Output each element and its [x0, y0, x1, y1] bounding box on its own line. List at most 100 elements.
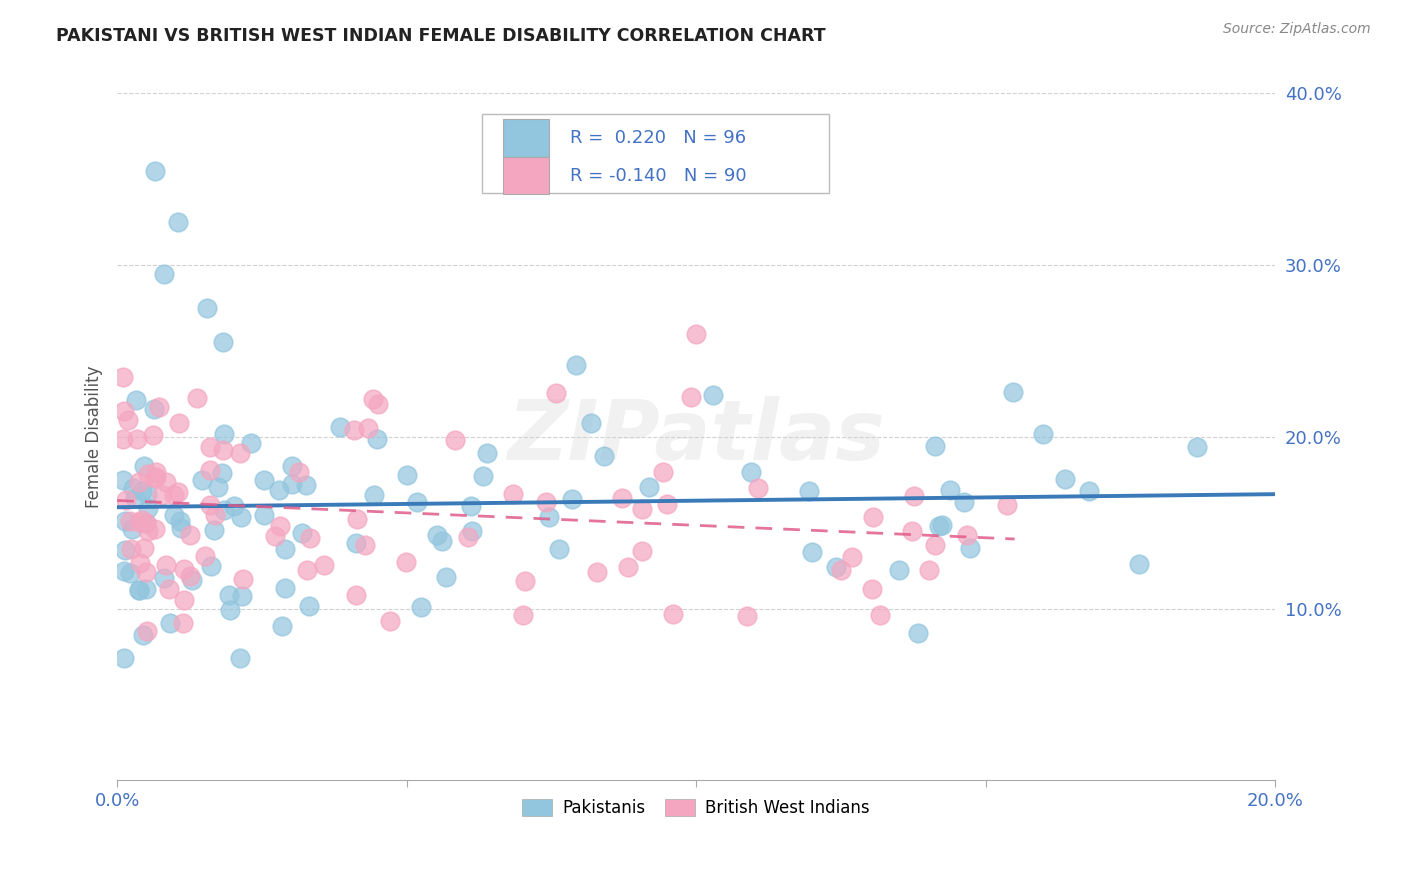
Point — [111, 369, 134, 384]
Point — [537, 509, 560, 524]
Point — [269, 519, 291, 533]
Point — [145, 163, 167, 178]
Point — [430, 533, 453, 548]
Point — [231, 589, 253, 603]
Point — [366, 432, 388, 446]
Point — [434, 569, 457, 583]
Point — [263, 529, 285, 543]
Point — [271, 619, 294, 633]
Point — [460, 524, 482, 539]
Point — [931, 517, 953, 532]
Point — [229, 445, 252, 459]
Point — [114, 542, 136, 557]
Point — [114, 514, 136, 528]
Point — [157, 582, 180, 597]
Point — [253, 473, 276, 487]
Point — [167, 485, 190, 500]
Point — [513, 574, 536, 588]
Point — [918, 563, 941, 577]
Point — [924, 440, 946, 454]
Point — [1078, 484, 1101, 499]
Point — [120, 541, 142, 556]
Point — [136, 500, 159, 515]
Point — [357, 421, 380, 435]
Point — [163, 488, 186, 502]
Point — [288, 465, 311, 479]
Point — [135, 582, 157, 596]
Point — [200, 463, 222, 477]
Point — [312, 558, 335, 573]
Point — [134, 458, 156, 473]
Point — [1128, 557, 1150, 571]
Point — [685, 326, 707, 341]
Point — [830, 563, 852, 577]
Point — [167, 215, 190, 229]
Point — [343, 423, 366, 437]
Point — [118, 566, 141, 580]
Point — [204, 508, 226, 522]
Point — [121, 522, 143, 536]
Point — [477, 446, 499, 460]
Point — [142, 428, 165, 442]
Point — [124, 491, 146, 505]
Point — [662, 607, 685, 621]
Point — [179, 568, 201, 582]
Point — [869, 607, 891, 622]
Point — [224, 499, 246, 513]
Point — [143, 471, 166, 485]
Point — [657, 497, 679, 511]
Point — [145, 470, 167, 484]
Point — [142, 402, 165, 417]
Point — [995, 498, 1018, 512]
Point — [956, 528, 979, 542]
Point — [155, 475, 177, 490]
Point — [298, 531, 321, 545]
Point — [593, 450, 616, 464]
Point — [135, 566, 157, 580]
Point — [153, 571, 176, 585]
Point — [111, 432, 134, 446]
Point — [128, 475, 150, 489]
Point — [240, 436, 263, 450]
Point — [131, 483, 153, 498]
Y-axis label: Female Disability: Female Disability — [86, 366, 103, 508]
Point — [211, 335, 233, 350]
Point — [295, 477, 318, 491]
FancyBboxPatch shape — [482, 114, 830, 193]
Point — [631, 502, 654, 516]
Point — [544, 385, 567, 400]
Point — [195, 301, 218, 315]
Point — [122, 482, 145, 496]
Point — [581, 416, 603, 430]
Point — [131, 513, 153, 527]
Point — [190, 474, 212, 488]
Point — [135, 516, 157, 530]
Point — [586, 566, 609, 580]
Point — [202, 523, 225, 537]
Text: R = -0.140   N = 90: R = -0.140 N = 90 — [569, 167, 747, 185]
Point — [127, 432, 149, 446]
Point — [128, 582, 150, 597]
Text: Source: ZipAtlas.com: Source: ZipAtlas.com — [1223, 22, 1371, 37]
Point — [153, 267, 176, 281]
Point — [616, 560, 638, 574]
Point — [426, 528, 449, 542]
Point — [132, 628, 155, 642]
Point — [1054, 472, 1077, 486]
Point — [801, 544, 824, 558]
Point — [125, 392, 148, 407]
Point — [346, 512, 368, 526]
Point — [112, 565, 135, 579]
Point — [460, 499, 482, 513]
Point — [273, 541, 295, 556]
Point — [281, 458, 304, 473]
Point — [735, 609, 758, 624]
Point — [679, 390, 702, 404]
Point — [155, 558, 177, 572]
Point — [136, 467, 159, 481]
Point — [924, 538, 946, 552]
Point — [939, 483, 962, 498]
Point — [173, 593, 195, 607]
Point — [112, 650, 135, 665]
Point — [273, 581, 295, 595]
